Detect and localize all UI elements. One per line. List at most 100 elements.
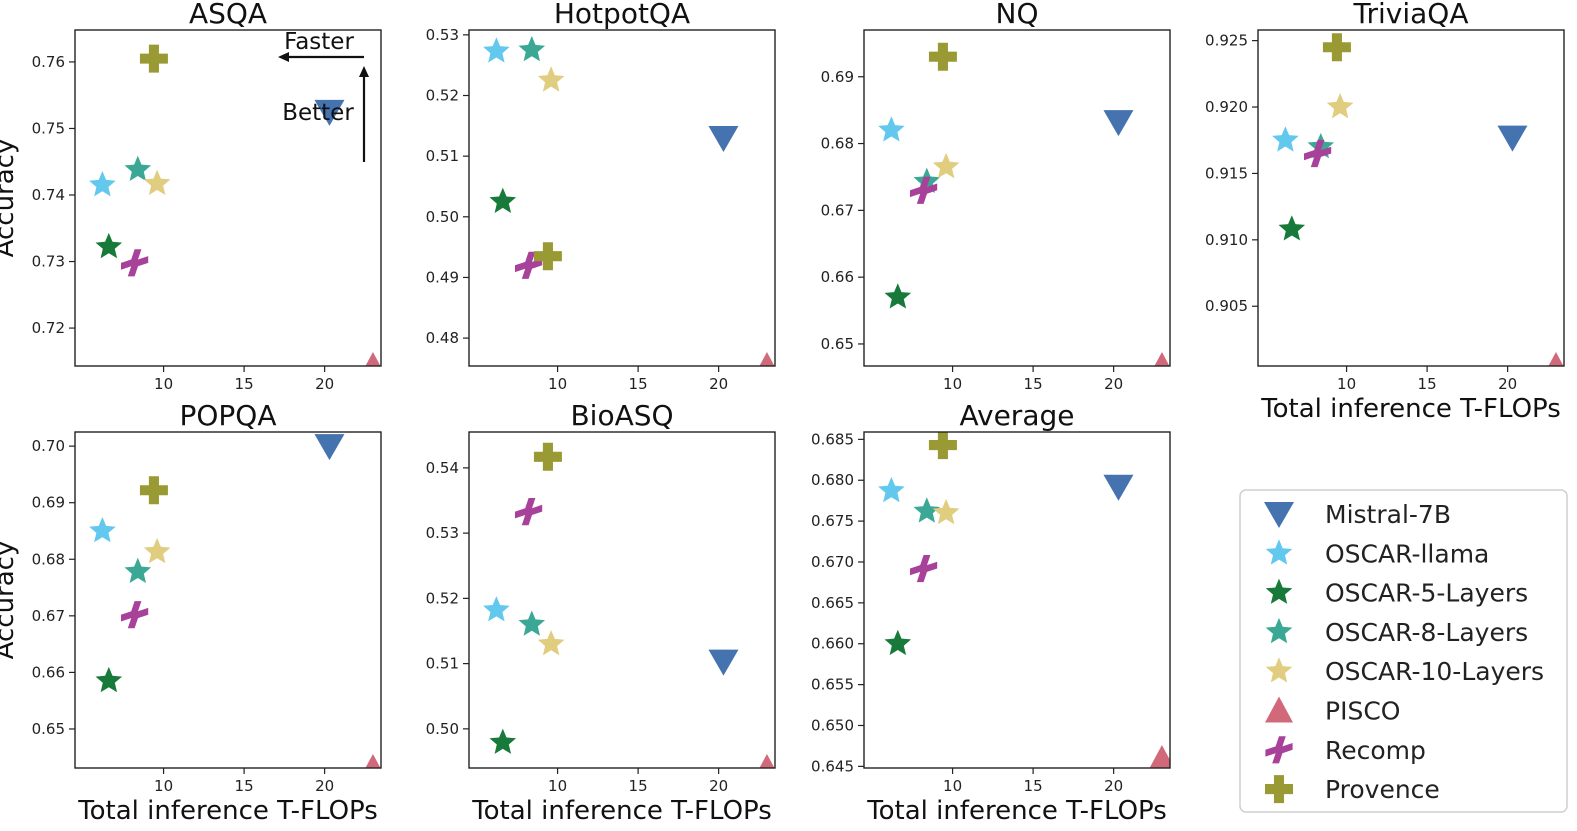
point-mistral-7b	[314, 99, 345, 126]
point-oscar-10-layers	[932, 498, 960, 525]
legend-label: Mistral-7B	[1325, 500, 1451, 529]
legend-marker	[1264, 502, 1294, 528]
x-tick-label: 10	[154, 777, 173, 795]
y-tick-label: 0.910	[1205, 231, 1248, 249]
y-tick-label: 0.68	[821, 135, 854, 153]
y-tick-label: 0.680	[811, 471, 854, 489]
plot-frame	[468, 29, 776, 367]
point-oscar-8-layers	[518, 36, 546, 62]
panel-title: Average	[960, 399, 1075, 432]
markers	[483, 36, 775, 366]
y-tick-label: 0.53	[426, 524, 459, 542]
y-tick-label: 0.50	[426, 208, 459, 226]
x-tick-label: 15	[1024, 375, 1043, 393]
y-tick-label: 0.74	[32, 186, 65, 204]
legend-item-recomp: Recomp	[1265, 736, 1426, 765]
legend-marker	[1265, 775, 1293, 804]
plot-frame	[74, 29, 382, 367]
point-oscar-10-layers	[1326, 93, 1354, 119]
y-tick-label: 0.685	[811, 430, 854, 448]
legend-item-pisco: PISCO	[1265, 696, 1400, 726]
point-oscar-5-layers	[489, 187, 517, 213]
markers	[483, 442, 775, 768]
y-tick-label: 0.53	[426, 26, 459, 44]
point-mistral-7b	[1497, 125, 1528, 152]
y-tick-label: 0.49	[426, 268, 459, 286]
y-tick-label: 0.655	[811, 676, 854, 694]
point-oscar-8-layers	[124, 557, 152, 583]
point-oscar-8-layers	[518, 610, 546, 636]
legend-label: OSCAR-10-Layers	[1325, 657, 1544, 686]
legend-item-mistral-7b: Mistral-7B	[1264, 500, 1451, 529]
y-tick-label: 0.67	[821, 201, 854, 219]
markers	[89, 44, 381, 366]
point-pisco	[365, 754, 381, 768]
y-tick-label: 0.915	[1205, 164, 1248, 182]
point-mistral-7b	[708, 125, 739, 152]
y-tick-label: 0.50	[426, 720, 459, 738]
legend-label: OSCAR-5-Layers	[1325, 579, 1528, 608]
panel-title: NQ	[996, 0, 1039, 30]
y-tick-label: 0.905	[1205, 297, 1248, 315]
y-tick-label: 0.76	[32, 53, 65, 71]
point-provence	[928, 42, 957, 71]
legend-marker	[1265, 696, 1293, 723]
x-tick-label: 20	[315, 777, 334, 795]
y-axis-label: Accuracy	[0, 139, 20, 258]
y-tick-label: 0.51	[426, 655, 459, 673]
legend-label: OSCAR-llama	[1325, 539, 1489, 568]
point-oscar-llama	[483, 37, 510, 63]
legend: Mistral-7B OSCAR-llama OSCAR-5-Layers OSCAR…	[1239, 489, 1568, 813]
x-tick-label: 15	[235, 777, 254, 795]
point-oscar-5-layers	[95, 666, 123, 693]
point-pisco	[759, 754, 775, 768]
x-axis-label: Total inference T-FLOPs	[866, 796, 1167, 826]
point-recomp	[515, 251, 543, 279]
y-tick-label: 0.48	[426, 329, 459, 347]
y-tick-label: 0.920	[1205, 98, 1248, 116]
plot-frame	[74, 431, 382, 769]
x-tick-label: 15	[629, 777, 648, 795]
x-tick-label: 20	[709, 777, 728, 795]
x-tick-label: 15	[235, 375, 254, 393]
x-tick-label: 20	[1104, 777, 1123, 795]
plot-frame	[863, 29, 1171, 367]
panel-popqa: POPQA 0.65 0.66 0.67 0.68 0.69 0.70 10 15 20 Accur…	[0, 399, 382, 826]
legend-label: OSCAR-8-Layers	[1325, 618, 1528, 647]
legend-frame	[1239, 489, 1568, 813]
legend-item-oscar-8-layers: OSCAR-8-Layers	[1265, 617, 1528, 647]
y-tick-label: 0.70	[32, 437, 65, 455]
point-recomp	[1304, 139, 1332, 168]
point-oscar-llama	[483, 596, 510, 622]
point-oscar-10-layers	[932, 152, 960, 179]
better-label: Better	[282, 100, 354, 126]
y-tick-label: 0.65	[821, 335, 854, 353]
x-tick-label: 10	[154, 375, 173, 393]
point-pisco	[1149, 745, 1170, 768]
y-tick-label: 0.645	[811, 757, 854, 775]
panel-triviaqa: TriviaQA 0.905 0.910 0.915 0.920 0.925 10 15 20T…	[1205, 0, 1565, 424]
x-tick-label: 15	[1024, 777, 1043, 795]
point-oscar-8-layers	[124, 155, 152, 181]
better-arrowhead	[359, 66, 369, 77]
y-tick-label: 0.660	[811, 635, 854, 653]
legend-marker	[1265, 657, 1293, 683]
legend-item-oscar-5-layers: OSCAR-5-Layers	[1265, 578, 1528, 608]
panel-hotpotqa: HotpotQA 0.48 0.49 0.50 0.51 0.52 0.53 10 15 20	[426, 0, 776, 393]
legend-marker	[1265, 578, 1293, 604]
point-oscar-10-layers	[143, 169, 171, 195]
panel-title: TriviaQA	[1353, 0, 1469, 30]
x-tick-label: 10	[943, 777, 962, 795]
x-tick-label: 15	[629, 375, 648, 393]
point-recomp	[121, 249, 149, 277]
point-mistral-7b	[1103, 110, 1134, 137]
y-tick-label: 0.66	[32, 663, 65, 681]
point-mistral-7b	[1103, 474, 1134, 501]
point-provence	[533, 442, 562, 471]
point-pisco	[759, 352, 775, 366]
faster-label: Faster	[284, 29, 354, 55]
point-mistral-7b	[708, 649, 739, 676]
point-oscar-5-layers	[884, 629, 912, 656]
legend-item-oscar-10-layers: OSCAR-10-Layers	[1265, 657, 1544, 686]
